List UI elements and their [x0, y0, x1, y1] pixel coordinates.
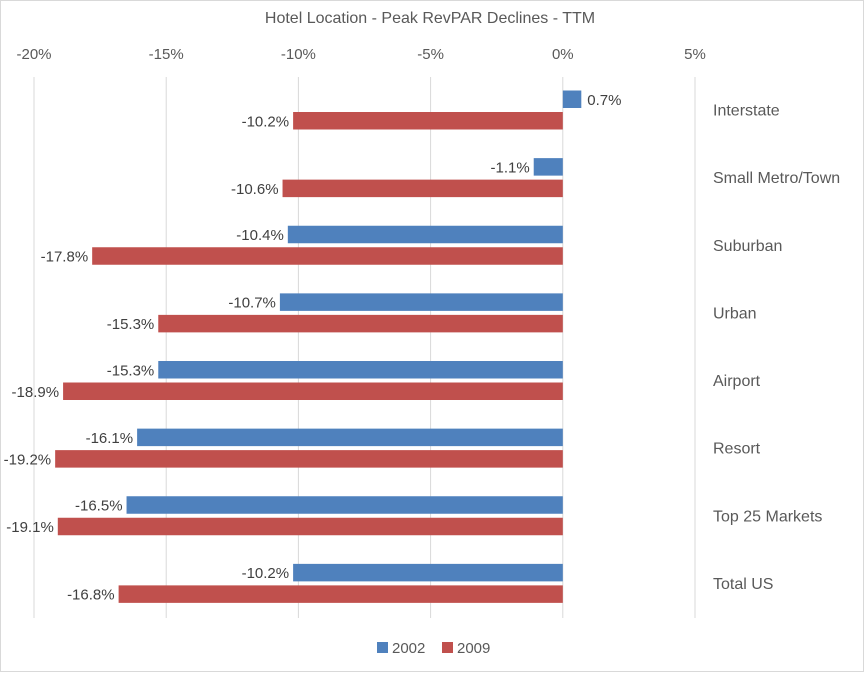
data-label: -10.6%: [231, 181, 279, 198]
legend-swatch-2009: [442, 642, 453, 653]
bar-2002: [126, 496, 563, 514]
data-label: 0.7%: [587, 92, 621, 109]
bar-2002: [279, 293, 563, 311]
label-layer: 0.7% -10.2% -1.1% -10.6% -10.4% -17.8% -10.7% -…: [4, 92, 622, 604]
bar-2002: [137, 428, 563, 447]
bar-2009: [55, 450, 563, 468]
legend-label-2002: 2002: [392, 640, 425, 657]
bar-2002: [158, 361, 563, 379]
x-tick-label: -10%: [281, 46, 316, 63]
category-label: Small Metro/Town: [713, 170, 840, 187]
bar-layer: [55, 90, 582, 603]
bar-2002: [293, 563, 563, 582]
chart-title: Hotel Location - Peak RevPAR Declines - …: [265, 10, 595, 27]
category-label: Airport: [713, 373, 761, 390]
category-label: Total US: [713, 576, 773, 593]
category-label: Interstate: [713, 103, 780, 120]
bar-2002: [287, 225, 563, 244]
category-label: Resort: [713, 441, 761, 458]
data-label: -16.1%: [86, 430, 134, 447]
bar-2009: [293, 112, 563, 130]
category-layer: Interstate Small Metro/Town Suburban Urban A…: [713, 103, 840, 593]
bar-2002: [562, 90, 582, 108]
category-label: Urban: [713, 305, 757, 322]
data-label: -16.8%: [67, 587, 115, 604]
bar-2009: [63, 382, 563, 400]
x-tick-label: 5%: [684, 46, 706, 63]
tick-layer: -20% -15% -10% -5% 0% 5%: [16, 46, 705, 63]
data-label: -15.3%: [107, 316, 155, 333]
bar-2009: [57, 517, 563, 536]
data-label: -10.2%: [242, 113, 290, 130]
data-label: -17.8%: [41, 249, 89, 266]
data-label: -15.3%: [107, 362, 155, 379]
data-label: -10.7%: [228, 295, 276, 312]
legend: 2002 2009: [377, 640, 490, 657]
data-label: -19.2%: [4, 451, 52, 468]
data-label: -10.2%: [242, 565, 290, 582]
x-tick-label: -15%: [149, 46, 184, 63]
data-label: -1.1%: [491, 159, 530, 176]
x-tick-label: -20%: [16, 46, 51, 63]
bar-2009: [92, 247, 563, 265]
legend-label-2009: 2009: [457, 640, 490, 657]
bar-2009: [158, 314, 563, 333]
data-label: -10.4%: [236, 227, 284, 244]
data-label: -18.9%: [12, 384, 60, 401]
bar-2009: [118, 585, 563, 603]
category-label: Top 25 Markets: [713, 508, 822, 525]
data-label: -16.5%: [75, 498, 123, 515]
legend-swatch-2002: [377, 642, 388, 653]
x-tick-label: -5%: [417, 46, 444, 63]
bar-2002: [533, 158, 563, 176]
category-label: Suburban: [713, 238, 782, 255]
data-label: -19.1%: [6, 519, 54, 536]
bar-2009: [282, 179, 563, 198]
x-tick-label: 0%: [552, 46, 574, 63]
